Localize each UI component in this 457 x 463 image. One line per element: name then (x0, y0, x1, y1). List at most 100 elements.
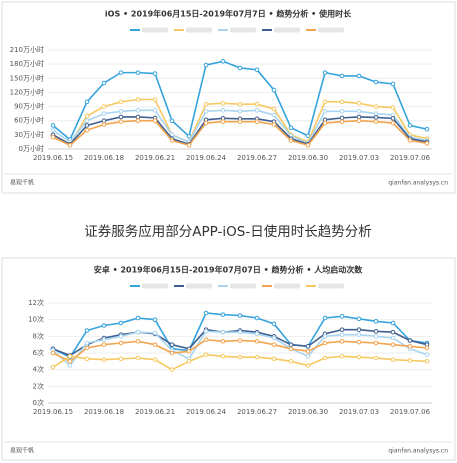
y-tick-label: 12次 (28, 298, 44, 307)
point (203, 101, 209, 107)
point (356, 114, 362, 120)
point (237, 354, 243, 360)
point (135, 97, 141, 102)
point (271, 87, 277, 93)
x-tick-label: 2019.06.30 (288, 408, 328, 416)
point (305, 349, 311, 354)
point (373, 119, 379, 124)
point (220, 100, 226, 106)
point (152, 357, 158, 362)
legend-blur (142, 283, 168, 289)
point (67, 359, 73, 364)
point (254, 108, 260, 113)
point (84, 127, 90, 133)
point (101, 104, 107, 109)
point (152, 71, 158, 76)
point (186, 349, 192, 354)
point (101, 111, 107, 116)
point (339, 354, 345, 359)
watermark: qianfan.analysys.cn (388, 448, 448, 455)
point (390, 342, 396, 347)
point (220, 59, 226, 64)
point (152, 108, 158, 113)
x-tick-label: 2019.06.21 (135, 408, 175, 416)
point (424, 345, 430, 351)
point (169, 350, 175, 356)
point (84, 123, 90, 128)
point (152, 118, 158, 124)
x-tick-label: 2019.07.06 (390, 154, 431, 162)
point (339, 99, 345, 105)
x-tick-label: 2019.06.15 (33, 408, 73, 416)
x-tick-label: 2019.06.27 (237, 154, 277, 162)
point (135, 114, 141, 120)
y-tick-label: 2次 (33, 381, 44, 390)
point (322, 355, 328, 361)
point (390, 329, 396, 335)
point (237, 313, 243, 318)
y-tick-label: 6次 (33, 348, 44, 357)
point (169, 342, 175, 347)
point (118, 356, 124, 362)
legend-blur (274, 283, 300, 289)
point (390, 81, 396, 87)
point (373, 319, 379, 324)
point (118, 119, 124, 124)
point (169, 118, 175, 124)
legend-blur (186, 283, 212, 289)
panel (1, 1, 456, 194)
x-tick-label: 2019.07.03 (339, 408, 379, 416)
point (356, 100, 362, 106)
point (254, 339, 260, 344)
point (390, 320, 396, 326)
point (237, 338, 243, 343)
point (356, 332, 362, 337)
point (271, 106, 277, 112)
x-tick-label: 2019.06.24 (186, 408, 227, 416)
point (424, 352, 430, 357)
point (288, 346, 294, 352)
point (322, 340, 328, 346)
point (305, 354, 311, 359)
point (152, 342, 158, 347)
point (135, 329, 141, 335)
point (84, 113, 90, 119)
point (67, 142, 73, 148)
point (237, 119, 243, 124)
point (152, 317, 158, 322)
point (169, 138, 175, 143)
point (84, 99, 90, 105)
point (322, 120, 328, 126)
point (50, 364, 56, 370)
point (373, 355, 379, 361)
point (356, 339, 362, 345)
legend-blur (230, 283, 256, 289)
point (322, 70, 328, 75)
point (356, 108, 362, 114)
legend-blur (142, 27, 168, 33)
point (203, 310, 209, 316)
legend-blur (318, 283, 344, 289)
point (101, 323, 107, 328)
point (305, 142, 311, 148)
point (339, 339, 345, 344)
point (135, 339, 141, 344)
point (254, 315, 260, 321)
point (322, 334, 328, 339)
point (271, 335, 277, 341)
point (390, 120, 396, 126)
point (288, 359, 294, 364)
point (271, 321, 277, 327)
point (254, 67, 260, 73)
point (84, 345, 90, 351)
point (254, 101, 260, 107)
point (118, 340, 124, 346)
point (186, 142, 192, 148)
y-tick-label: 10次 (28, 315, 44, 324)
point (254, 354, 260, 360)
x-tick-label: 2019.06.24 (186, 154, 227, 162)
point (135, 355, 141, 361)
legend-blur (230, 27, 256, 33)
source: 易观千帆 (10, 447, 34, 455)
point (407, 338, 413, 343)
